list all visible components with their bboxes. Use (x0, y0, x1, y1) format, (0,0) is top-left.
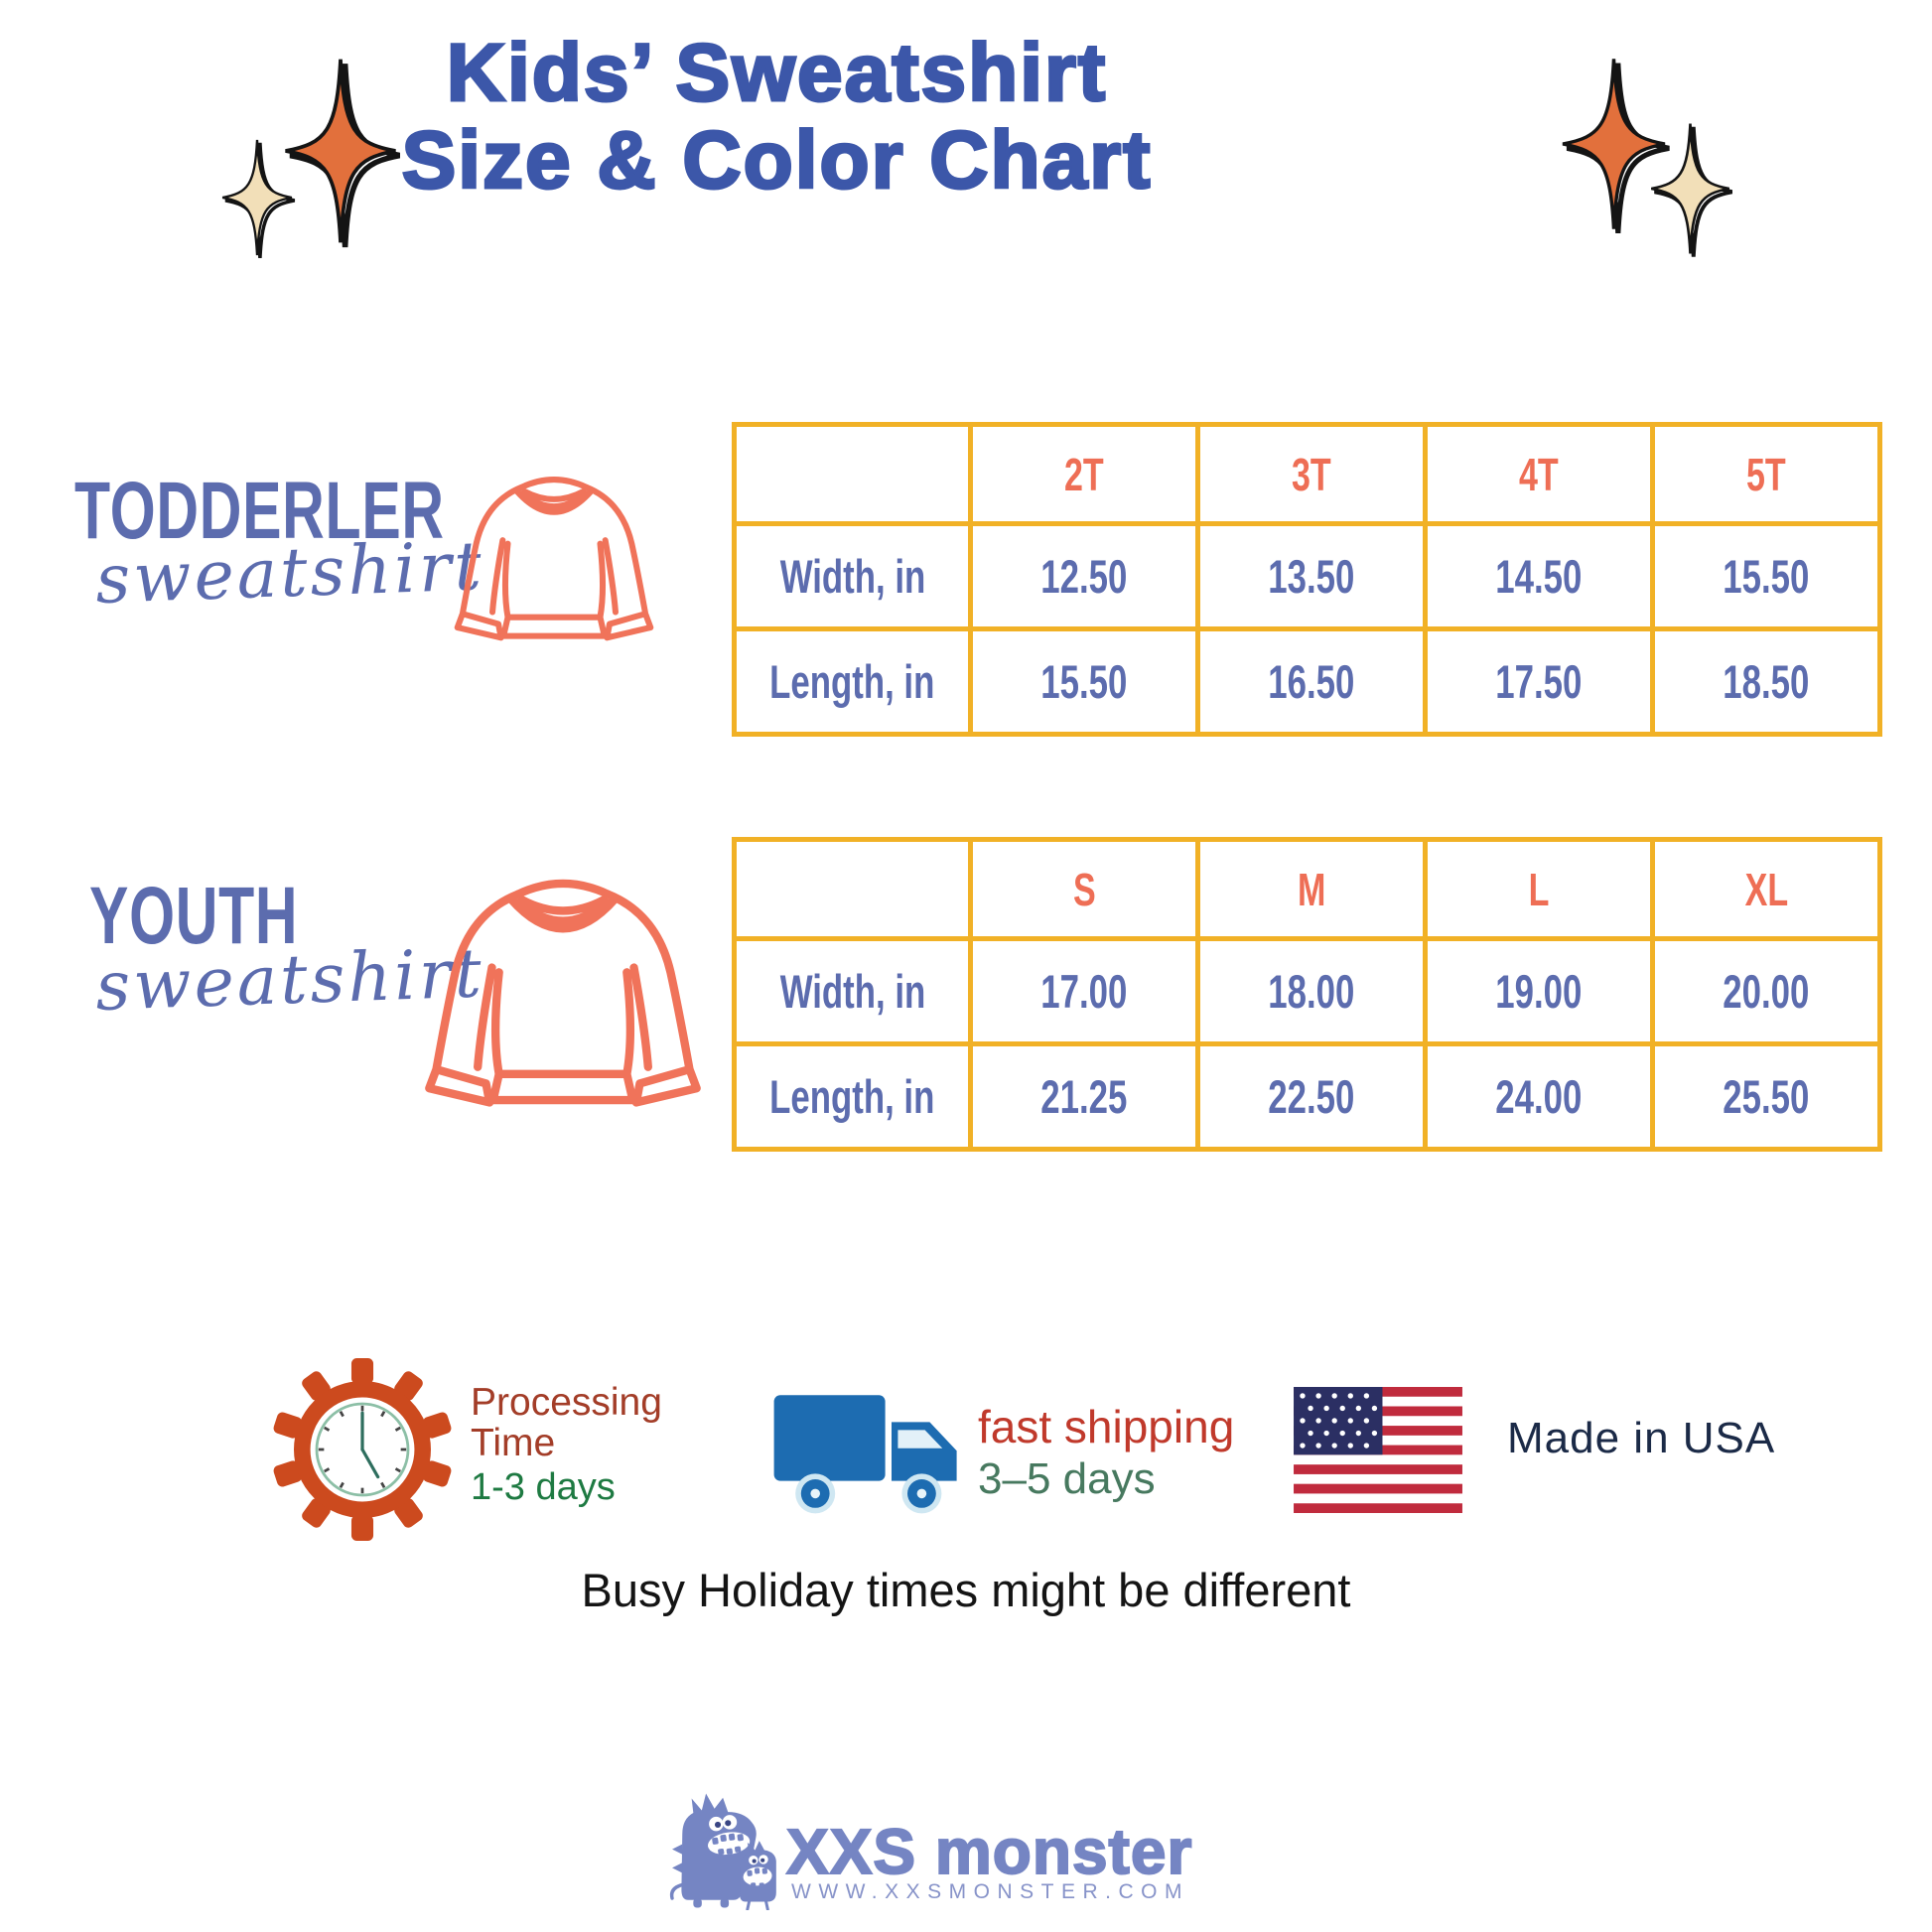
page-title-line1: Kids’ Sweatshirt (445, 28, 1108, 118)
measurement-value: 25.50 (1723, 1070, 1810, 1123)
toddler-size-table: 2T 3T 4T 5T Width, in 12.50 13.50 14.50 … (732, 422, 1882, 737)
processing-title-line2: Time (471, 1422, 556, 1465)
table-corner-cell (732, 422, 973, 526)
measurement-value: 18.50 (1723, 655, 1810, 708)
measurement-value: 21.25 (1040, 1070, 1128, 1123)
value-cell: 16.50 (1195, 626, 1428, 737)
holiday-note: Busy Holiday times might be different (581, 1564, 1351, 1616)
measurement-value: 16.50 (1268, 655, 1355, 708)
size-column-header: S (968, 837, 1200, 941)
brand-website: WWW.XXSMONSTER.COM (791, 1880, 1189, 1903)
size-column-header: M (1195, 837, 1428, 941)
row-label: Width, in (779, 965, 925, 1018)
sweatshirt-icon (454, 477, 654, 641)
row-header-cell: Width, in (732, 936, 973, 1046)
row-header-cell: Length, in (732, 626, 973, 737)
size-label: XL (1744, 863, 1788, 915)
measurement-value: 12.50 (1040, 550, 1128, 603)
row-label: Length, in (769, 1070, 935, 1123)
page-title: Kids’ Sweatshirt Size & Color Chart (0, 28, 1554, 206)
size-label: M (1297, 863, 1326, 915)
value-cell: 17.00 (968, 936, 1200, 1046)
value-cell: 21.25 (968, 1041, 1200, 1152)
size-label: 5T (1746, 448, 1786, 500)
measurement-value: 18.00 (1268, 965, 1355, 1018)
usa-flag-icon (1294, 1387, 1462, 1513)
value-cell: 18.50 (1650, 626, 1882, 737)
measurement-value: 15.50 (1723, 550, 1810, 603)
size-column-header: L (1423, 837, 1655, 941)
size-column-header: XL (1650, 837, 1882, 941)
fast-shipping-badge: fast shipping 3–5 days (978, 1400, 1234, 1505)
size-label: L (1528, 863, 1550, 915)
row-label: Length, in (769, 655, 935, 708)
measurement-value: 17.00 (1040, 965, 1128, 1018)
value-cell: 14.50 (1423, 521, 1655, 631)
value-cell: 18.00 (1195, 936, 1428, 1046)
value-cell: 15.50 (968, 626, 1200, 737)
size-column-header: 5T (1650, 422, 1882, 526)
gear-clock-icon (273, 1358, 452, 1541)
monster-mascots-icon (669, 1793, 776, 1910)
row-header-cell: Length, in (732, 1041, 973, 1152)
processing-time-badge: Processing Time 1-3 days (471, 1382, 662, 1507)
size-label: 3T (1292, 448, 1331, 500)
size-column-header: 4T (1423, 422, 1655, 526)
size-label: S (1072, 863, 1096, 915)
truck-icon (773, 1395, 957, 1514)
measurement-value: 20.00 (1723, 965, 1810, 1018)
section-heading-toddler: TODDERLER (74, 466, 445, 556)
value-cell: 19.00 (1423, 936, 1655, 1046)
measurement-value: 15.50 (1040, 655, 1128, 708)
sparkle-icon (285, 59, 400, 248)
measurement-value: 24.00 (1495, 1070, 1583, 1123)
youth-size-table: S M L XL Width, in 17.00 18.00 19.00 20.… (732, 837, 1882, 1152)
shipping-title: fast shipping (978, 1401, 1235, 1452)
measurement-value: 22.50 (1268, 1070, 1355, 1123)
value-cell: 13.50 (1195, 521, 1428, 631)
sweatshirt-icon (425, 879, 701, 1107)
processing-title-line1: Processing (471, 1381, 662, 1424)
measurement-value: 14.50 (1495, 550, 1583, 603)
sparkle-icon (221, 139, 296, 258)
section-subheading-toddler: sweatshirt (94, 527, 486, 620)
sparkle-icon (1651, 123, 1732, 257)
row-label: Width, in (779, 550, 925, 603)
page-title-line2: Size & Color Chart (400, 114, 1153, 206)
value-cell: 25.50 (1650, 1041, 1882, 1152)
value-cell: 22.50 (1195, 1041, 1428, 1152)
section-heading-youth: YOUTH (89, 871, 299, 961)
size-label: 2T (1064, 448, 1104, 500)
measurement-value: 13.50 (1268, 550, 1355, 603)
brand-name: XXS monster (785, 1815, 1193, 1888)
measurement-value: 17.50 (1495, 655, 1583, 708)
value-cell: 12.50 (968, 521, 1200, 631)
size-column-header: 2T (968, 422, 1200, 526)
row-header-cell: Width, in (732, 521, 973, 631)
value-cell: 24.00 (1423, 1041, 1655, 1152)
measurement-value: 19.00 (1495, 965, 1583, 1018)
value-cell: 15.50 (1650, 521, 1882, 631)
value-cell: 20.00 (1650, 936, 1882, 1046)
value-cell: 17.50 (1423, 626, 1655, 737)
table-corner-cell (732, 837, 973, 941)
shipping-days: 3–5 days (978, 1454, 1156, 1504)
size-column-header: 3T (1195, 422, 1428, 526)
size-label: 4T (1519, 448, 1559, 500)
processing-days: 1-3 days (471, 1465, 616, 1508)
made-in-usa-label: Made in USA (1507, 1414, 1776, 1462)
